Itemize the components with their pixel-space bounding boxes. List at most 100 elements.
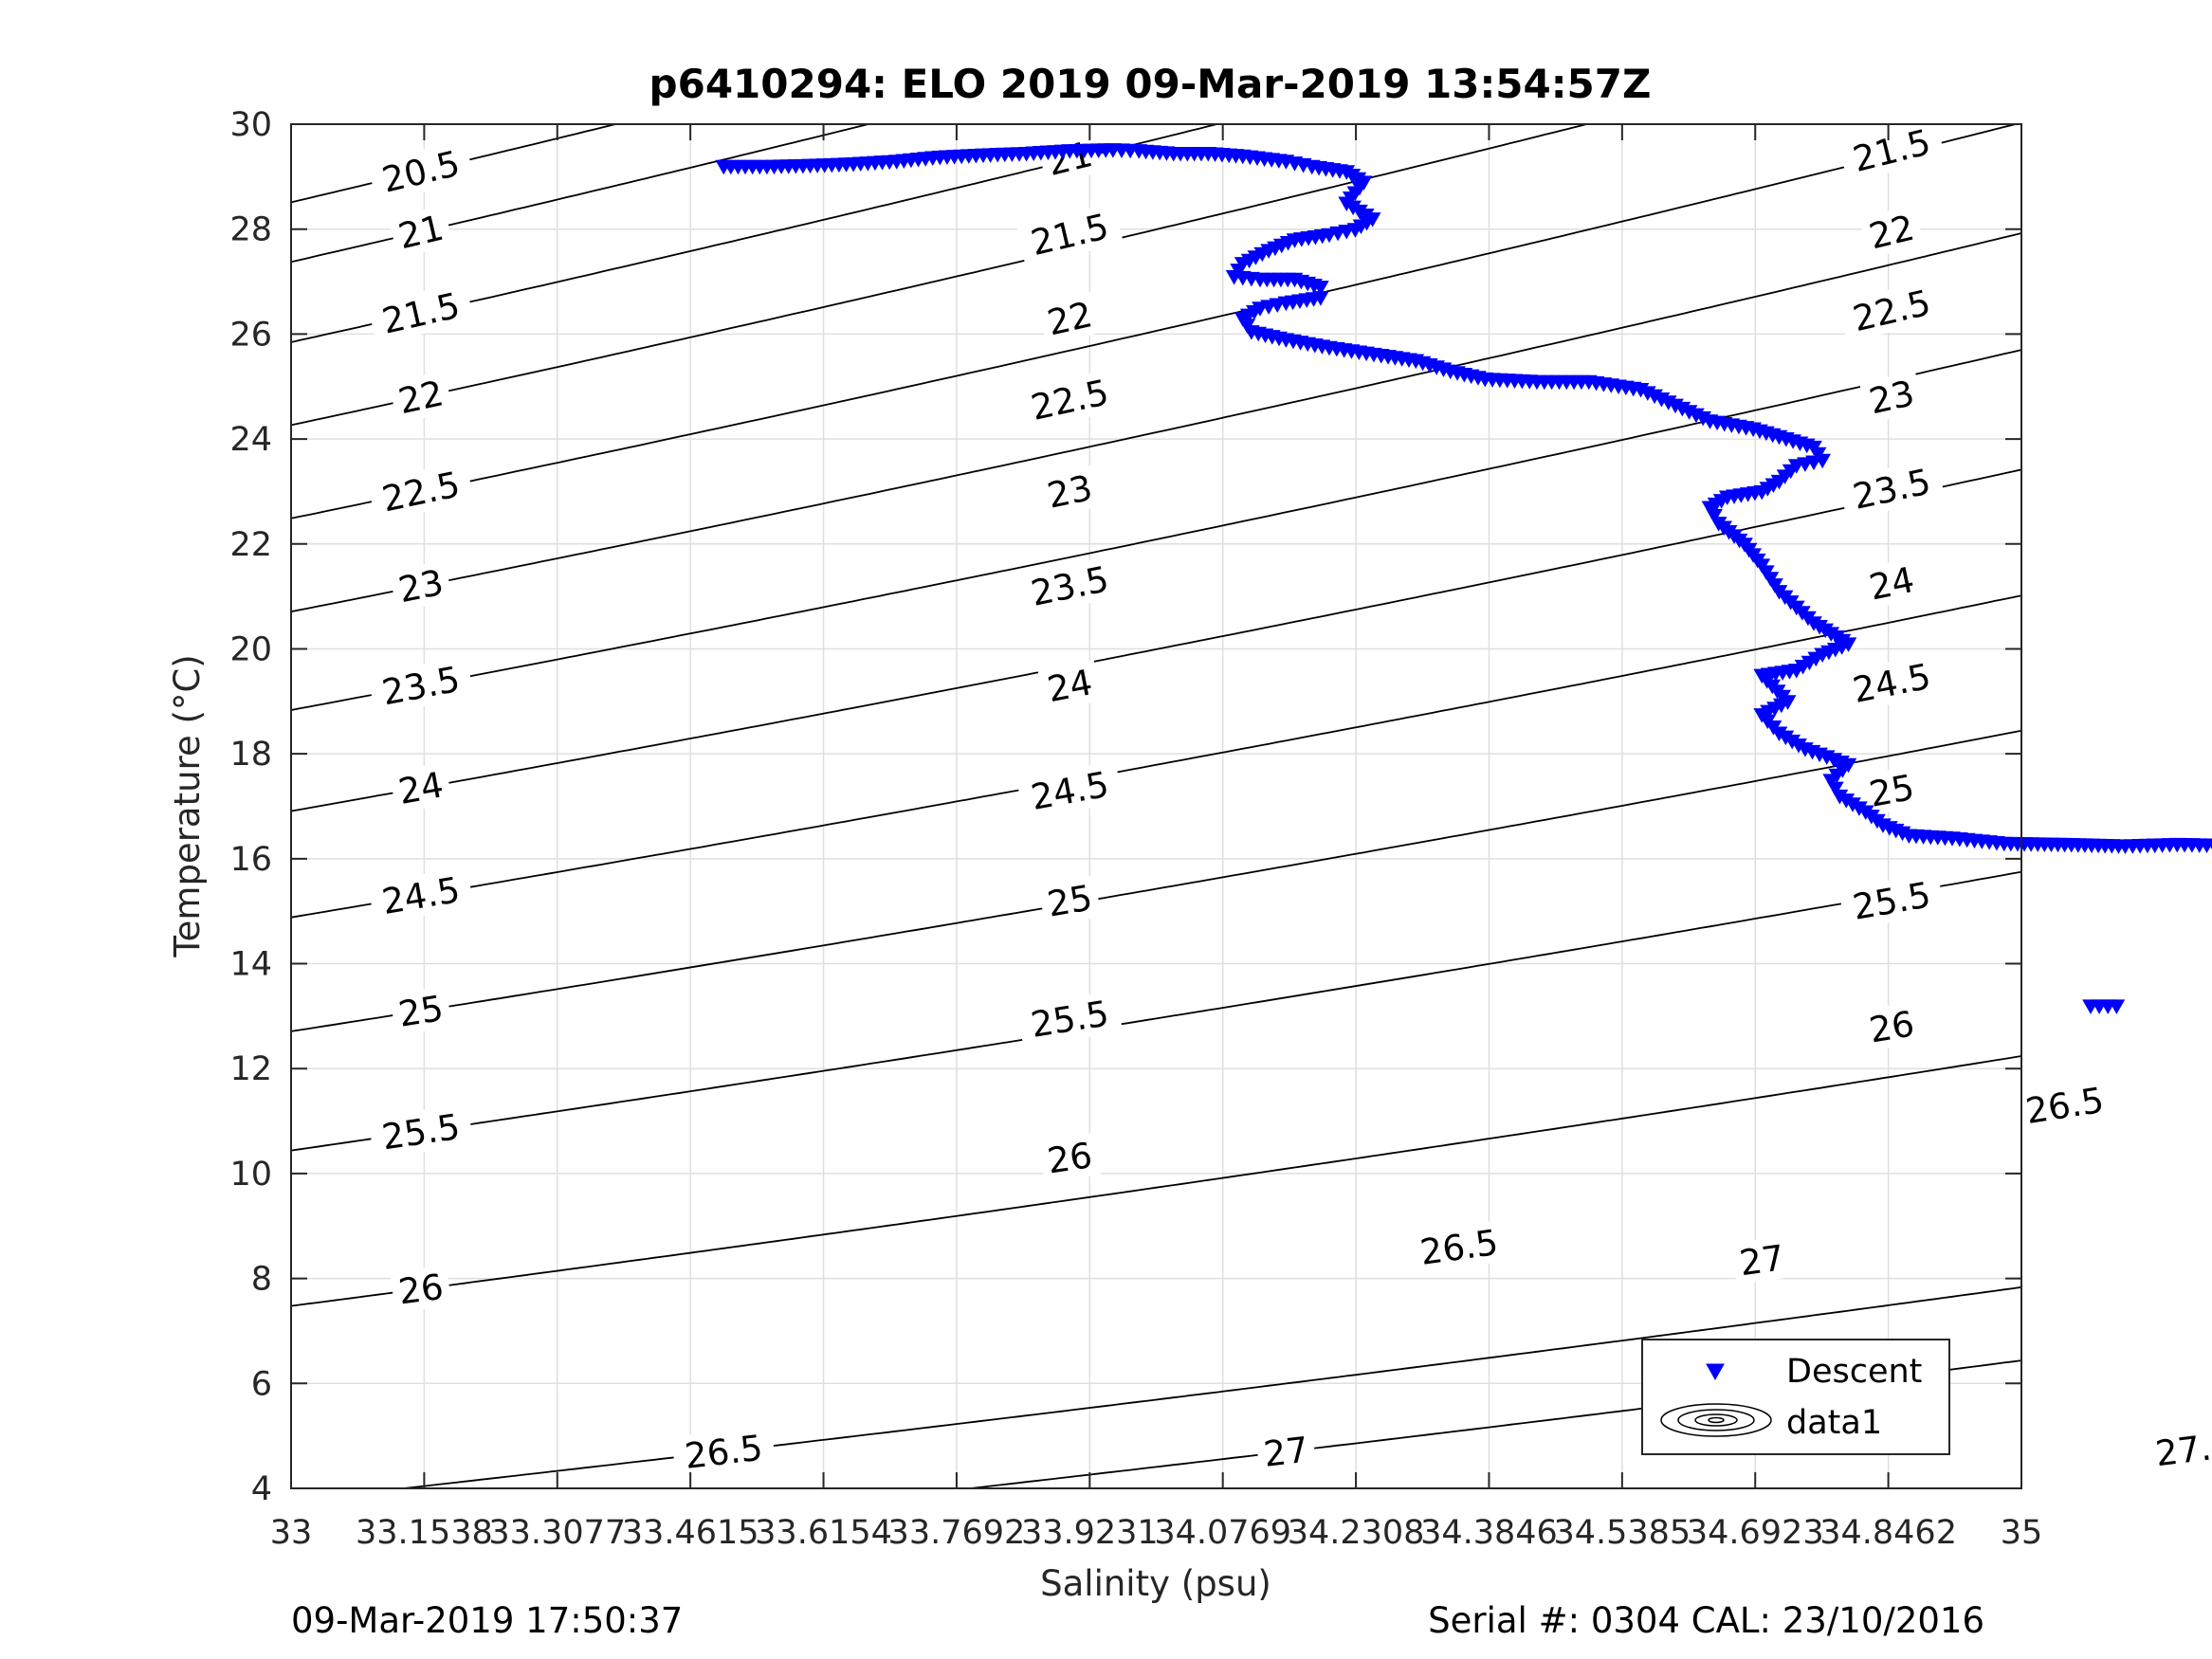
contour-label-group: 24	[1037, 659, 1102, 712]
contour-label-group: 26	[390, 1264, 452, 1314]
y-tick-label: 18	[229, 736, 272, 774]
contour-label-group: 26	[1859, 1001, 1924, 1052]
y-axis-label: Temperature (°C)	[167, 654, 208, 957]
axes-background	[291, 124, 2021, 1488]
contour-label-mask	[1837, 652, 1946, 714]
contour-label: 23	[1866, 373, 1918, 422]
isopycnal-line	[291, 124, 1591, 427]
isopycnal-line	[291, 124, 619, 204]
contour-label-mask	[367, 866, 474, 925]
legend-data1-label: data1	[1786, 1404, 1882, 1442]
contour-label-mask	[1037, 875, 1102, 926]
contour-label-mask	[1015, 368, 1124, 431]
x-tick-label: 33.7692	[888, 1514, 1026, 1552]
x-tick-label: 33.6154	[755, 1514, 892, 1552]
x-tick-label: 35	[2001, 1514, 2043, 1552]
contour-label: 22	[394, 373, 447, 422]
contour-label: 26	[1045, 1135, 1095, 1181]
contour-label-mask	[368, 1103, 474, 1160]
isopycnal-line	[291, 1055, 2021, 1307]
isopycnal-line	[291, 232, 2021, 613]
contour-label-group: 26.5	[1406, 1219, 1512, 1275]
contour-label: 25	[1866, 767, 1917, 815]
isopycnal-line	[291, 870, 2021, 1152]
isopycnal-line	[291, 349, 2021, 712]
legend-descent-label: Descent	[1786, 1353, 1922, 1391]
contour-label: 22	[1044, 294, 1097, 343]
contour-label: 24	[1866, 559, 1918, 609]
contour-label: 25	[395, 988, 446, 1035]
y-tick-label: 20	[229, 630, 272, 668]
descent-point	[1701, 501, 1719, 517]
y-tick-label: 14	[229, 946, 272, 984]
footer-timestamp: 09-Mar-2019 17:50:37	[291, 1600, 683, 1641]
y-tick-label: 30	[229, 106, 272, 144]
contour-label-group: 25	[389, 985, 452, 1036]
x-tick-label: 34.3846	[1420, 1514, 1558, 1552]
y-tick-label: 6	[251, 1365, 272, 1403]
y-tick-label: 4	[251, 1470, 272, 1508]
contour-label-mask	[1038, 1133, 1102, 1183]
x-tick-label: 34.6923	[1687, 1514, 1824, 1552]
contour-label: 25	[1044, 877, 1095, 924]
contour-label-group: 26.5	[671, 1425, 777, 1479]
contour-label: 26.5	[683, 1428, 765, 1477]
contour-label-mask	[1406, 1219, 1512, 1275]
contour-label: 21	[394, 208, 448, 258]
descent-point	[2108, 999, 2126, 1014]
plot-area: 20.5212121.521.521.522222222.522.522.523…	[229, 106, 2212, 1552]
contour-label-group: 25.5	[1838, 871, 1946, 930]
contour-label-mask	[1838, 871, 1946, 930]
contour-label-group: 22	[1037, 291, 1103, 345]
contour-label-mask	[1858, 205, 1925, 259]
y-tick-label: 24	[229, 421, 272, 459]
contour-label-mask	[1037, 659, 1102, 712]
contour-label-group: 24	[1859, 556, 1924, 610]
contour-label-mask	[671, 1425, 777, 1479]
contour-label-group: 23	[1037, 465, 1103, 519]
contour-label-mask	[367, 655, 475, 716]
contour-label-group: 24	[389, 762, 453, 814]
contour-label-mask	[389, 559, 453, 612]
contour-label-group: 27	[1254, 1427, 1317, 1476]
contour-label-group: 22	[388, 370, 453, 424]
contour-label-mask	[1859, 556, 1924, 610]
x-tick-label: 33.1538	[356, 1514, 493, 1552]
contour-label: 27.5	[2153, 1425, 2212, 1475]
descent-point	[2205, 838, 2212, 850]
contour-label-mask	[1837, 118, 1946, 183]
y-tick-label: 8	[251, 1261, 272, 1299]
axes-frame	[290, 123, 2022, 1489]
y-tick-label: 28	[229, 211, 272, 249]
y-tick-label: 26	[229, 316, 272, 354]
contour-label: 24	[1044, 662, 1095, 710]
footer-serial: Serial #: 0304 CAL: 23/10/2016	[1428, 1600, 1984, 1641]
contour-label-mask	[1016, 760, 1124, 821]
x-tick-label: 34.8462	[1819, 1514, 1957, 1552]
x-tick-label: 33.3077	[488, 1514, 626, 1552]
contour-label-mask	[1837, 457, 1946, 520]
x-tick-label: 33	[270, 1514, 313, 1552]
contour-labels: 20.5212121.521.521.522222222.522.522.523…	[367, 118, 2212, 1479]
contour-label-mask	[2011, 1077, 2118, 1134]
isopycnal-line	[291, 124, 2020, 520]
contour-label-mask	[1859, 370, 1925, 424]
contour-label-group: 23.5	[367, 655, 475, 716]
x-tick-label: 34.5385	[1553, 1514, 1691, 1552]
x-tick-label: 33.4615	[622, 1514, 759, 1552]
contour-label-group: 27	[1730, 1235, 1793, 1285]
contour-label-mask	[1037, 291, 1103, 345]
isopycnal-line	[291, 124, 872, 264]
contour-label: 27	[1262, 1430, 1311, 1475]
contour-label-group: 25	[1859, 764, 1924, 817]
x-tick-label: 34.2308	[1288, 1514, 1425, 1552]
contour-label-mask	[367, 139, 475, 204]
x-tick-label: 34.0769	[1154, 1514, 1291, 1552]
contour-label-mask	[2142, 1422, 2212, 1476]
descent-series	[715, 143, 2212, 1014]
contour-label-mask	[1015, 555, 1124, 617]
contour-label-group: 25	[1037, 875, 1102, 926]
isopycnal-line	[291, 729, 2021, 1032]
contour-label-mask	[1016, 990, 1124, 1048]
